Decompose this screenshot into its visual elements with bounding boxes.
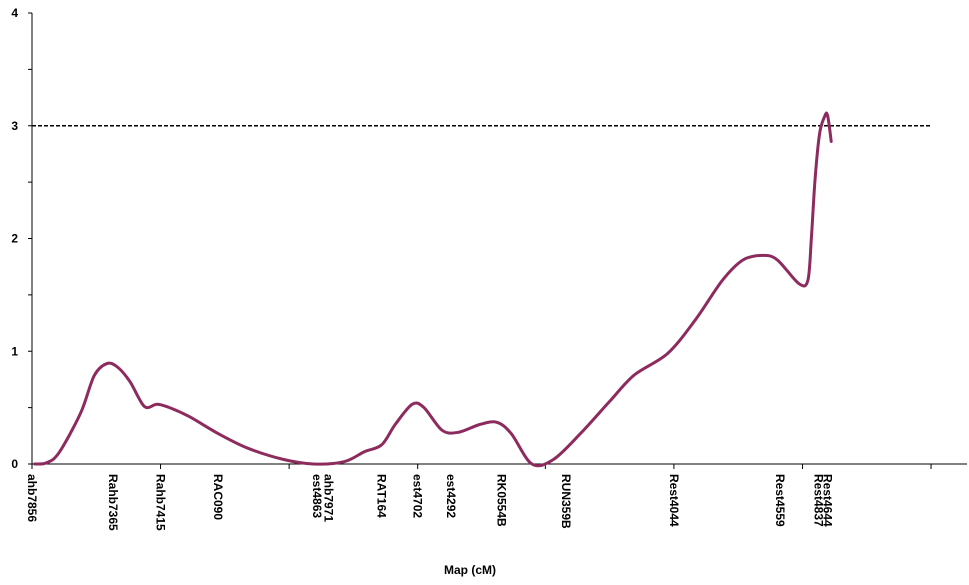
y-tick-label: 2	[11, 232, 18, 246]
marker-label: Rest4044	[667, 474, 681, 527]
marker-label: Rahb7415	[154, 474, 168, 531]
marker-label: RUN359B	[559, 474, 573, 529]
marker-label: RK0554B	[494, 474, 508, 527]
marker-label: est4863	[310, 474, 324, 518]
y-tick-label: 1	[11, 344, 18, 358]
y-tick-label: 4	[11, 6, 18, 20]
y-tick-label: 3	[11, 119, 18, 133]
marker-label: Rest4644	[821, 474, 835, 527]
marker-label: Rahb7365	[106, 474, 120, 531]
lod-curve	[33, 111, 833, 468]
marker-label: ahb7971	[322, 474, 336, 522]
x-axis-title: Map (cM)	[444, 563, 496, 577]
axes: 0 1 2 3 4	[11, 6, 967, 471]
marker-label: est4292	[444, 474, 458, 518]
series	[33, 111, 833, 468]
marker-label: Rest4559	[773, 474, 787, 527]
marker-label: Rest4837	[812, 474, 826, 527]
marker-label: est4702	[411, 474, 425, 518]
y-tick-label: 0	[11, 457, 18, 471]
marker-label: ahb7856	[25, 474, 39, 522]
marker-label: RAT164	[375, 474, 389, 518]
marker-label: RAC090	[211, 474, 225, 520]
labels: ahb7856 Rahb7365 Rahb7415 RAC090 ahb7971est4…	[25, 474, 835, 531]
